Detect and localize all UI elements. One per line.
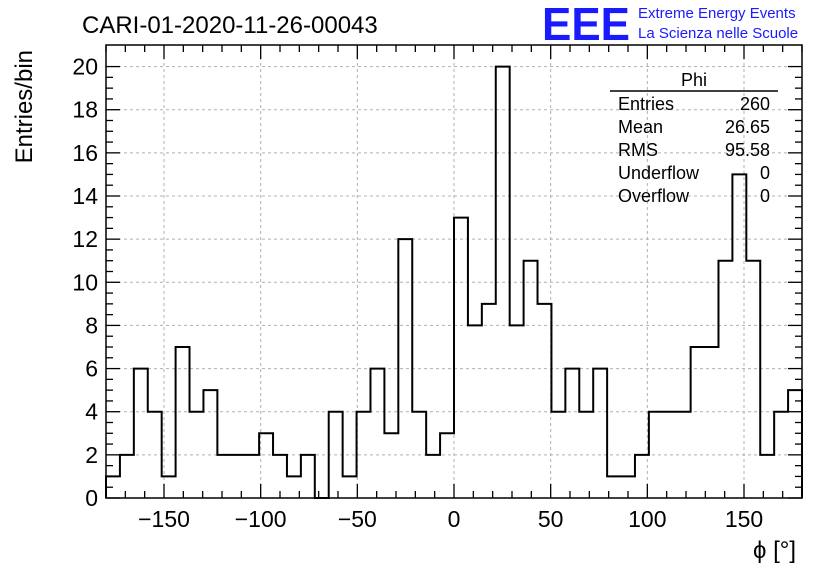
y-tick-label: 6 xyxy=(85,356,98,382)
x-tick-label: 100 xyxy=(628,506,666,532)
y-tick-label: 10 xyxy=(72,269,98,295)
chart-title: CARI-01-2020-11-26-00043 xyxy=(82,12,378,39)
y-tick-label: 2 xyxy=(85,442,98,468)
x-tick-label: 0 xyxy=(448,506,461,532)
stats-title: Phi xyxy=(681,70,707,90)
x-tick-label: −50 xyxy=(338,506,377,532)
stats-value: 0 xyxy=(760,163,770,183)
eee-logo: EEE Extreme Energy Events La Scienza nel… xyxy=(542,0,798,50)
logo-line-1: Extreme Energy Events xyxy=(638,5,796,22)
y-tick-label: 4 xyxy=(85,399,98,425)
eee-logo-mark: EEE xyxy=(542,0,630,50)
stats-box: Phi Entries 260 Mean 26.65 RMS 95.58 Underflow… xyxy=(610,70,778,206)
stats-value: 260 xyxy=(740,94,770,114)
stats-label: Overflow xyxy=(618,186,690,206)
stats-value: 0 xyxy=(760,186,770,206)
stats-label: RMS xyxy=(618,140,658,160)
stats-label: Underflow xyxy=(618,163,700,183)
axis-ticks xyxy=(105,45,803,499)
stats-label: Entries xyxy=(618,94,674,114)
y-tick-label: 8 xyxy=(85,312,98,338)
x-tick-label: −150 xyxy=(138,506,190,532)
x-tick-label: 150 xyxy=(725,506,763,532)
stats-value: 26.65 xyxy=(725,117,770,137)
x-tick-labels: −150 −100 −50 0 50 100 150 xyxy=(138,506,763,532)
y-tick-label: 20 xyxy=(72,54,98,80)
y-tick-label: 18 xyxy=(72,97,98,123)
y-tick-label: 0 xyxy=(85,485,98,511)
y-tick-label: 16 xyxy=(72,140,98,166)
x-tick-label: 50 xyxy=(538,506,564,532)
histogram-line xyxy=(105,65,803,499)
stats-label: Mean xyxy=(618,117,663,137)
y-tick-label: 14 xyxy=(72,183,98,209)
stats-value: 95.58 xyxy=(725,140,770,160)
x-axis-label: ϕ [°] xyxy=(753,537,796,564)
y-axis-label: Entries/bin xyxy=(11,50,38,163)
logo-line-2: La Scienza nelle Scuole xyxy=(638,25,798,42)
y-tick-labels: 0 2 4 6 8 10 12 14 16 18 20 xyxy=(72,54,98,511)
y-tick-label: 12 xyxy=(72,226,98,252)
x-tick-label: −100 xyxy=(235,506,287,532)
